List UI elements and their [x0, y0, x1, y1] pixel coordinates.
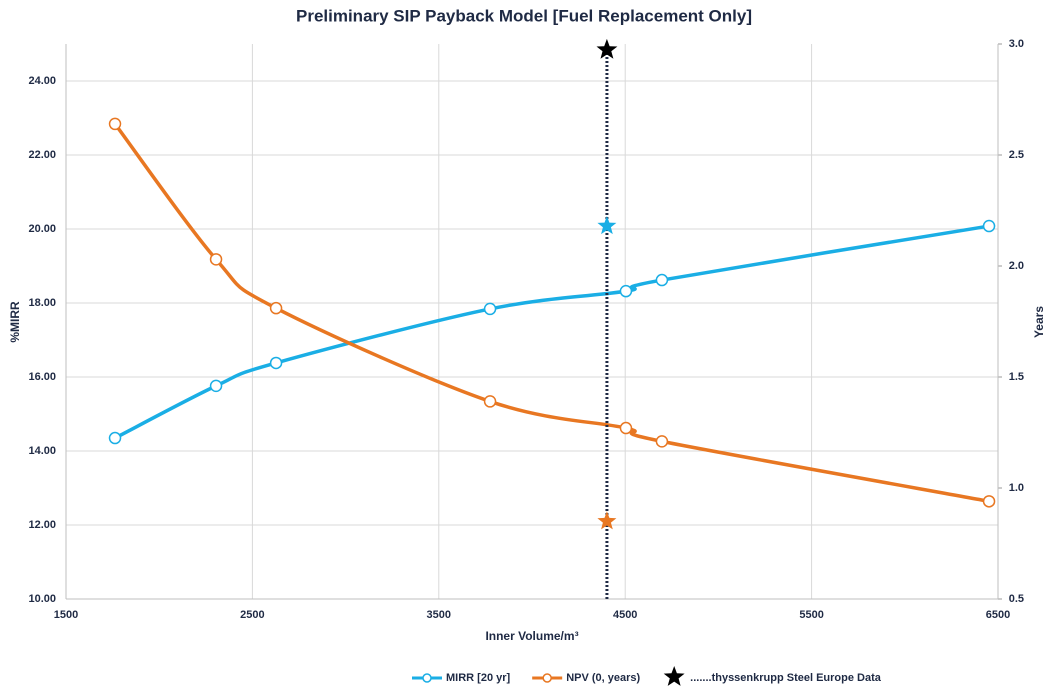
point	[982, 495, 996, 508]
legend-label: MIRR [20 yr]	[446, 672, 511, 684]
x-tick-label: 3500	[427, 609, 451, 621]
x-tick-label: 2500	[240, 609, 264, 621]
series-line	[114, 224, 990, 440]
legend-star	[663, 666, 685, 686]
series-line	[113, 122, 990, 504]
y-axis-label: %MIRR	[8, 301, 22, 343]
y2-tick-label: 2.0	[1009, 260, 1024, 272]
y-tick-label: 18.00	[28, 297, 56, 309]
reference-star	[596, 38, 618, 59]
reference-star	[597, 511, 617, 530]
y-tick-label: 20.00	[28, 223, 56, 235]
point	[655, 273, 669, 287]
point	[655, 435, 669, 448]
point	[483, 395, 497, 408]
y-tick-label: 12.00	[28, 519, 56, 531]
y-tick-label: 22.00	[28, 149, 56, 161]
x-tick-label: 6500	[986, 609, 1010, 621]
reference-star	[597, 216, 617, 235]
point	[209, 253, 223, 266]
y2-tick-label: 3.0	[1009, 38, 1024, 50]
point	[269, 301, 283, 315]
legend-label: .......thyssenkrupp Steel Europe Data	[690, 672, 882, 684]
chart-title: Preliminary SIP Payback Model [Fuel Repl…	[296, 6, 752, 25]
y2-axis-label: Years	[1032, 306, 1046, 338]
y-tick-label: 14.00	[28, 445, 56, 457]
point	[108, 431, 122, 445]
legend-point	[542, 673, 552, 683]
y2-tick-label: 1.5	[1009, 371, 1024, 383]
point	[209, 379, 223, 393]
y2-tick-label: 1.0	[1009, 482, 1024, 494]
y-tick-label: 10.00	[28, 593, 56, 605]
y-tick-label: 16.00	[28, 371, 56, 383]
legend-point	[422, 673, 432, 683]
x-tick-label: 4500	[613, 609, 637, 621]
x-tick-label: 5500	[799, 609, 823, 621]
y-tick-label: 24.00	[28, 75, 56, 87]
legend-label: NPV (0, years)	[566, 672, 640, 684]
x-axis-label: Inner Volume/m³	[485, 629, 578, 643]
point	[982, 219, 996, 233]
x-tick-label: 1500	[54, 609, 78, 621]
y2-tick-label: 2.5	[1009, 149, 1024, 161]
point	[269, 356, 283, 370]
point	[483, 302, 497, 316]
point	[108, 117, 122, 131]
point	[619, 421, 633, 435]
point	[619, 284, 633, 298]
y2-tick-label: 0.5	[1009, 593, 1024, 605]
